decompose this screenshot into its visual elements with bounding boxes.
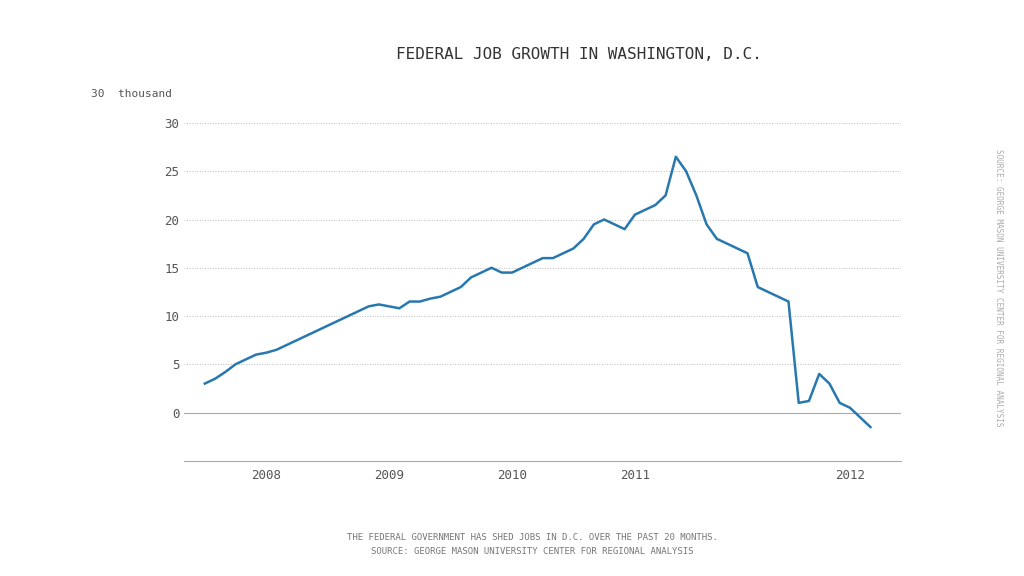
Text: FEDERAL JOB GROWTH IN WASHINGTON, D.C.: FEDERAL JOB GROWTH IN WASHINGTON, D.C.: [395, 47, 762, 62]
Text: SOURCE: GEORGE MASON UNIVERSITY CENTER FOR REGIONAL ANALYSIS: SOURCE: GEORGE MASON UNIVERSITY CENTER F…: [994, 149, 1002, 427]
Text: THE FEDERAL GOVERNMENT HAS SHED JOBS IN D.C. OVER THE PAST 20 MONTHS.
SOURCE: GE: THE FEDERAL GOVERNMENT HAS SHED JOBS IN …: [347, 533, 718, 556]
Text: 30  thousand: 30 thousand: [91, 89, 172, 100]
